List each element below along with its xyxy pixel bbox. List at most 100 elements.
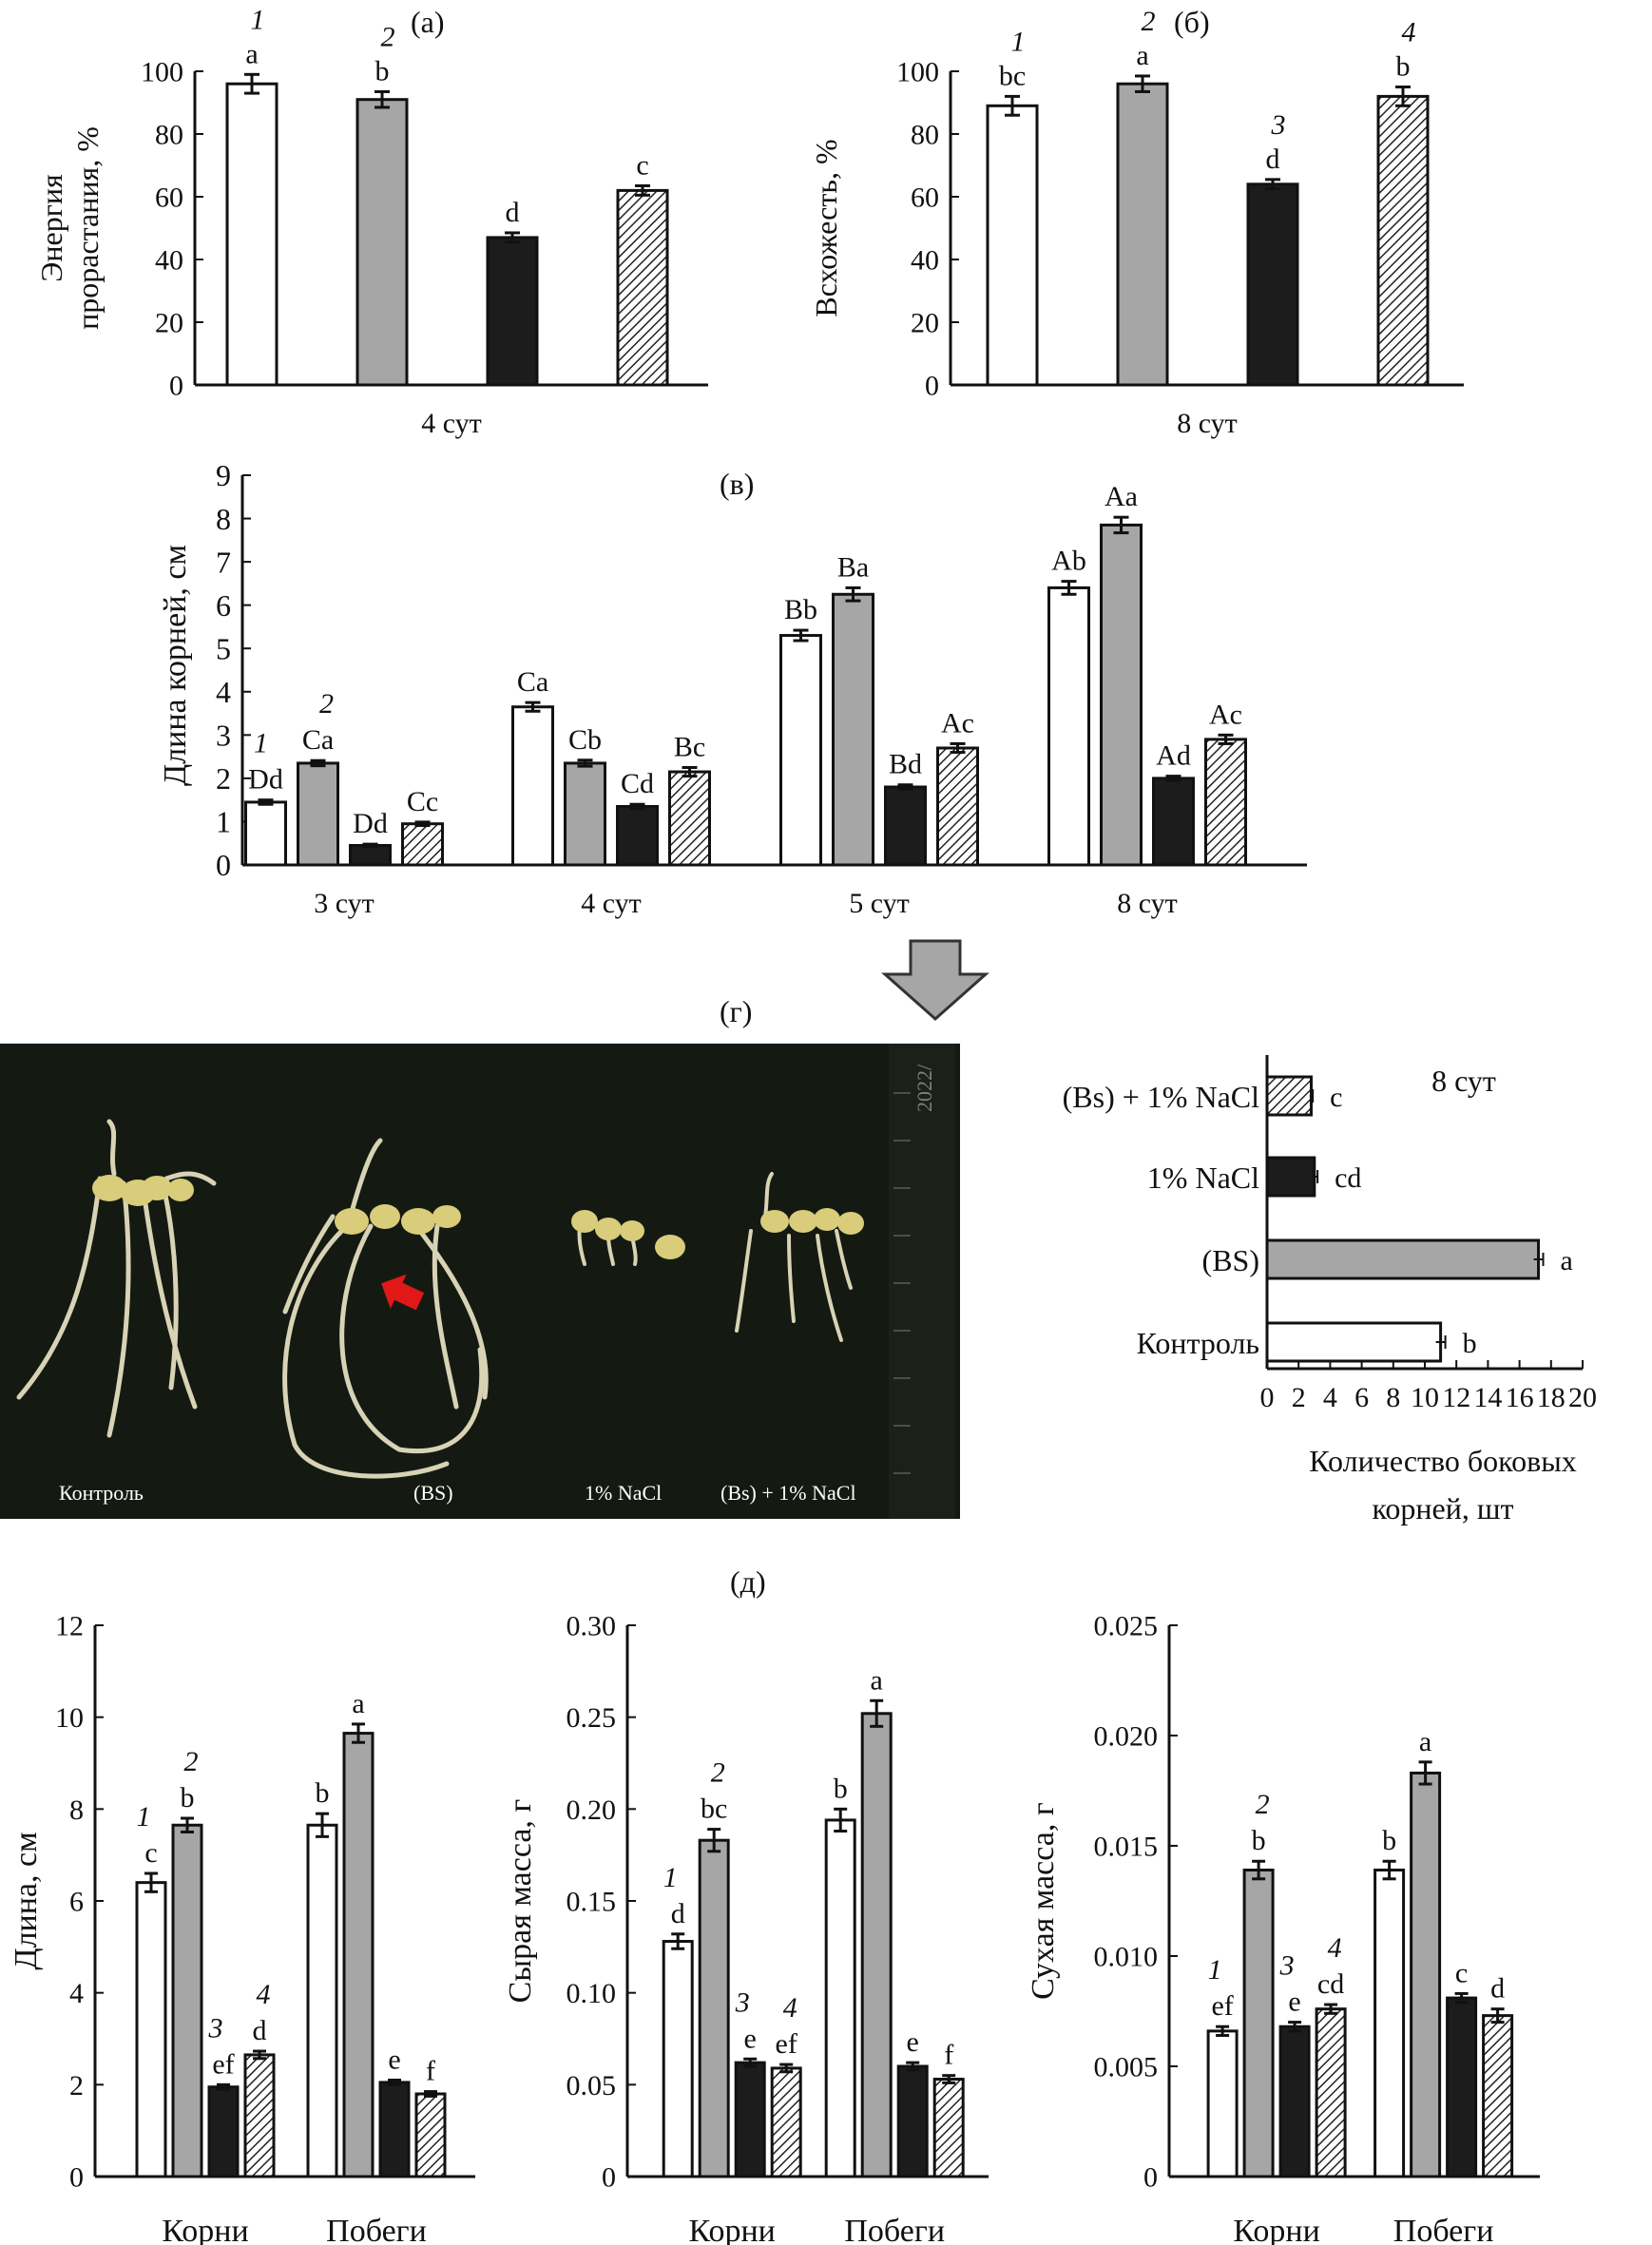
bar [986,104,1039,387]
significance-letter: Ba [837,551,869,583]
bar [1100,523,1143,867]
significance-letter: e [1288,1986,1300,2018]
seeds-bs-nacl [760,1208,864,1235]
bar [1047,585,1090,867]
seedlings-bs [282,1138,489,1479]
photo-label-control: Контроль [59,1481,144,1505]
significance-letter: Dd [248,764,283,796]
y-tick-label: 0.10 [567,1978,617,2009]
significance-letter: ef [212,2048,234,2080]
y-tick-label: 0.20 [567,1794,617,1826]
significance-letter: c [1455,1957,1468,1988]
x-tick-label: 18 [1537,1382,1566,1413]
seeds-bs [335,1204,461,1235]
treatment-number: 2 [381,21,395,52]
x-category-label: Побеги [326,2214,427,2245]
y-tick-label: 1 [216,805,231,839]
significance-letter: b [1396,51,1411,83]
treatment-number: 4 [1402,17,1416,48]
x-axis-label: корней, шт [1373,1491,1514,1525]
bar [414,2092,447,2178]
significance-letter: bc [999,60,1026,91]
y-tick-label: 0.005 [1094,2052,1159,2083]
treatment-number: 2 [711,1757,725,1789]
y-axis-label: Энергия [34,174,68,282]
significance-letter: Bb [784,594,817,625]
y-tick-label: 100 [896,57,939,88]
treatment-number: 1 [663,1862,678,1893]
x-axis-label: 8 сут [1177,408,1238,439]
bar [378,2081,411,2178]
bar [1410,1771,1442,2178]
photo-label-bs: (BS) [413,1481,453,1505]
y-tick-label: 0.30 [567,1611,617,1642]
significance-letter: a [1419,1726,1431,1757]
seedling-photo: 2022/ [0,1044,960,1519]
chart-fresh-mass: 0 0.05 0.10 0.15 0.20 0.25 0.30 Сырая масса, г d… [503,1611,989,2245]
y-category-label: Контроль [1137,1326,1259,1360]
bar [1315,2007,1347,2178]
bar [306,1823,338,2178]
chart-germination-rate: 0 20 40 60 80 100 Всхожесть, % bc1 a2 d3 b4 8 сут [809,6,1464,439]
bar [936,746,979,867]
x-category-label: Побеги [844,2214,945,2245]
x-category-label: Корни [162,2214,248,2245]
significance-letter: b [375,55,390,86]
treatment-number: 3 [735,1986,750,2018]
y-axis-label: Длина корней, см [158,545,193,786]
bar [1204,738,1247,867]
bar [698,1838,730,2178]
y-tick-label: 0.015 [1094,1832,1159,1863]
seeds-nacl [571,1210,685,1259]
x-tick-label: 2 [1292,1382,1306,1413]
y-axis-label: Длина, см [9,1832,44,1969]
bar [1265,1238,1541,1280]
x-category-label: 4 сут [581,888,642,919]
bar [1265,1321,1443,1363]
x-tick-label: 12 [1442,1382,1470,1413]
treatment-number: 1 [137,1801,151,1832]
x-category-label: 3 сут [314,888,375,919]
bar [564,761,606,867]
y-tick-label: 40 [911,245,939,277]
significance-letter: d [671,1898,685,1929]
y-tick-label: 80 [911,120,939,151]
significance-letter: Ca [517,666,548,698]
bar [884,785,927,867]
bar [401,822,444,867]
treatment-number: 2 [1142,6,1156,37]
significance-letter: Ab [1051,546,1086,577]
bar [1116,82,1169,387]
bar [662,1940,694,2178]
panel-label-a: (а) [411,5,445,39]
x-category-label: Корни [689,2214,776,2245]
significance-letter: Ca [302,724,334,756]
bar [1376,94,1430,387]
bar [616,805,659,867]
y-tick-label: 0 [216,848,231,882]
photo-labels: Контроль (BS) 1% NaCl (Bs) + 1% NaCl [59,1481,856,1505]
significance-letter: e [907,2026,919,2058]
significance-letter: a [871,1664,883,1696]
y-tick-label: 40 [155,245,183,277]
treatment-number: 1 [251,4,265,35]
treatment-number: 4 [1328,1932,1342,1964]
significance-letter: d [506,197,520,228]
significance-letter: Bc [674,732,705,763]
significance-letter: Cb [568,724,602,756]
bar [349,844,392,867]
y-tick-label: 60 [911,182,939,214]
bar [135,1881,167,2178]
y-tick-label: 100 [141,57,183,88]
y-tick-label: 6 [216,588,231,623]
panel-label-c: (в) [720,467,754,501]
y-tick-label: 12 [55,1611,84,1642]
bar [1265,1075,1313,1117]
treatment-number: 4 [257,1979,271,2010]
significance-letter: ef [776,2028,797,2060]
treatment-number: 2 [1256,1789,1270,1820]
significance-letter: a [352,1688,364,1719]
y-axis-label: Сухая масса, г [1026,1802,1061,2000]
